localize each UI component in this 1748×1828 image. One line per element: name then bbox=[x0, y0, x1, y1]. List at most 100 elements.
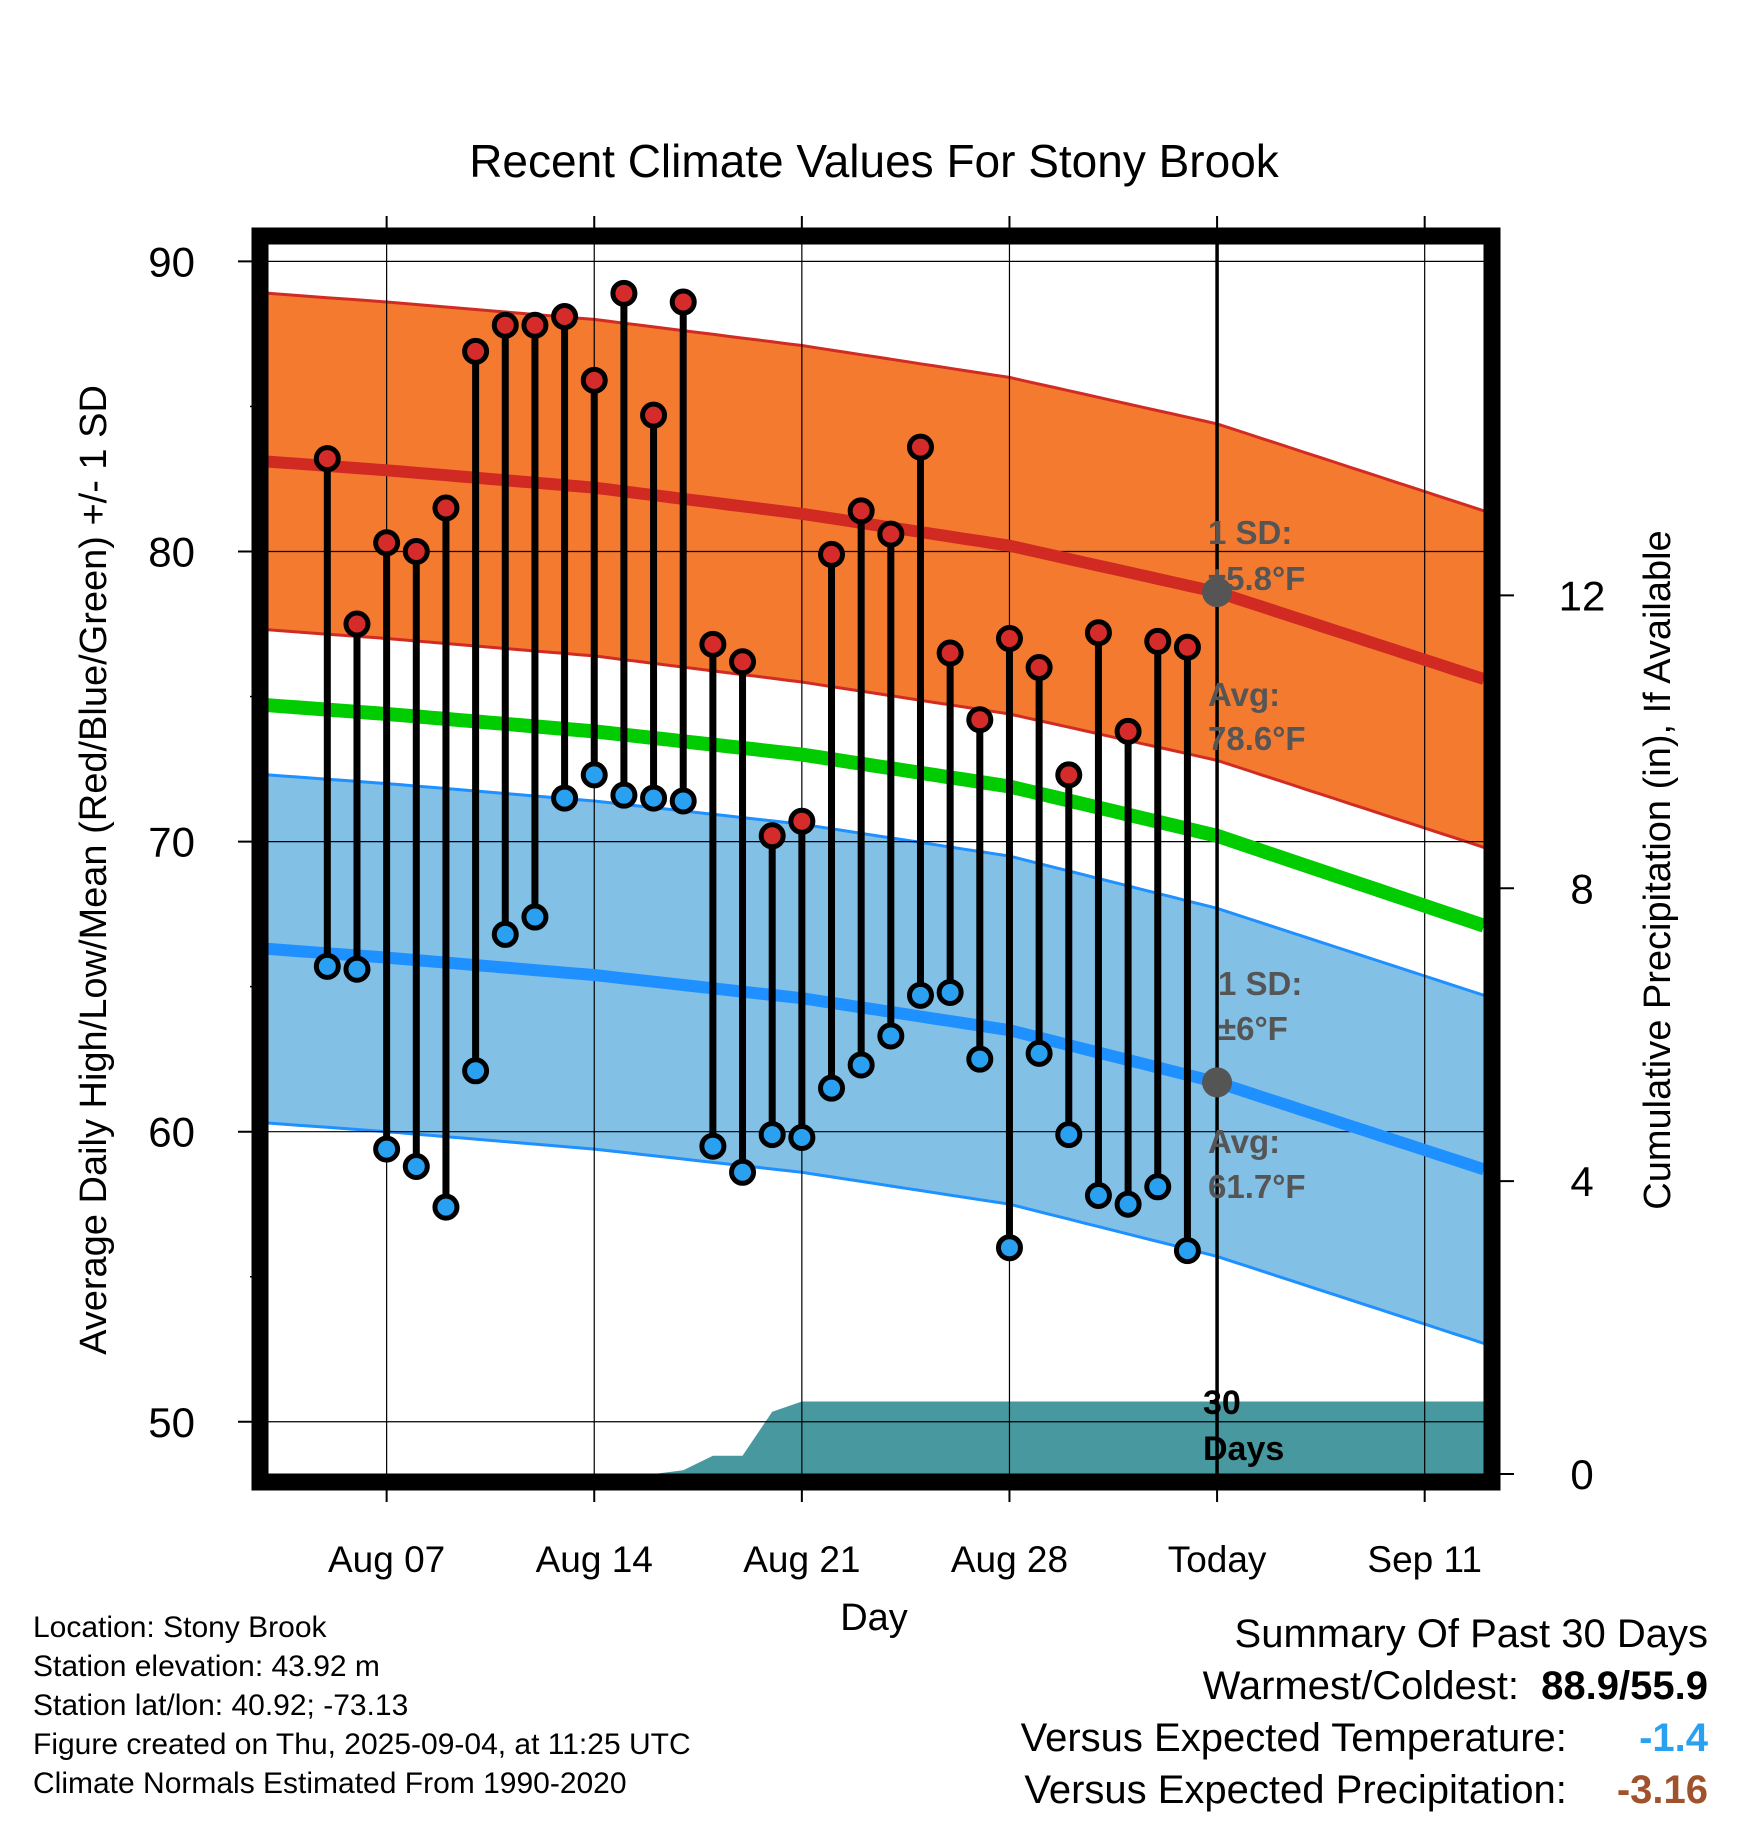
precip-diff-label: Versus Expected Precipitation: bbox=[1024, 1768, 1567, 1812]
daily-low-point bbox=[669, 787, 697, 815]
high-avg-line bbox=[267, 455, 1486, 685]
daily-high-point bbox=[936, 639, 964, 667]
y-tick-label-right: 12 bbox=[1559, 572, 1606, 619]
high-band-upper-edge bbox=[267, 291, 1485, 513]
y-tick-label-left: 70 bbox=[148, 819, 195, 866]
temp-diff-label: Versus Expected Temperature: bbox=[1020, 1716, 1567, 1760]
daily-low-point bbox=[818, 1074, 846, 1102]
daily-high-point bbox=[877, 520, 905, 548]
daily-high-point bbox=[669, 288, 697, 316]
daily-low-point bbox=[1084, 1182, 1112, 1210]
low-avg-annotation: Avg: bbox=[1208, 1123, 1280, 1160]
daily-low-point bbox=[995, 1234, 1023, 1262]
daily-high-point bbox=[995, 625, 1023, 653]
x-tick-label: Aug 21 bbox=[743, 1539, 860, 1580]
daily-low-point bbox=[610, 781, 638, 809]
x-tick-label: Aug 07 bbox=[328, 1539, 445, 1580]
daily-low-point bbox=[343, 955, 371, 983]
daily-high-point bbox=[313, 445, 341, 473]
y-axis-label-left: Average Daily High/Low/Mean (Red/Blue/Gr… bbox=[73, 385, 115, 1355]
precip-diff-row: Versus Expected Precipitation: -3.16 bbox=[1021, 1764, 1708, 1816]
y-tick-label-right: 8 bbox=[1570, 865, 1593, 912]
daily-low-point bbox=[432, 1193, 460, 1221]
daily-high-point bbox=[1173, 633, 1201, 661]
normals-text: Climate Normals Estimated From 1990-2020 bbox=[33, 1767, 627, 1800]
daily-high-point bbox=[521, 311, 549, 339]
x-tick-label: Aug 14 bbox=[536, 1539, 653, 1580]
daily-low-point bbox=[1173, 1237, 1201, 1265]
temp-diff-row: Versus Expected Temperature: -1.4 bbox=[1021, 1712, 1708, 1764]
high-band-lower-edge bbox=[267, 628, 1485, 849]
daily-high-point bbox=[729, 648, 757, 676]
daily-high-point bbox=[1055, 761, 1083, 789]
summary-title: Summary Of Past 30 Days bbox=[1234, 1612, 1708, 1656]
daily-high-point bbox=[1144, 627, 1172, 655]
latlon-text: Station lat/lon: 40.92; -73.13 bbox=[33, 1689, 409, 1722]
temp-diff-value: -1.4 bbox=[1639, 1716, 1708, 1760]
daily-low-point bbox=[877, 1022, 905, 1050]
low-avg-annotation-value: 61.7°F bbox=[1208, 1168, 1306, 1205]
precip-diff-value: -3.16 bbox=[1616, 1768, 1708, 1812]
y-tick-label-left: 60 bbox=[148, 1109, 195, 1156]
low-band-lower-edge bbox=[267, 1121, 1485, 1345]
x-axis-label: Day bbox=[840, 1597, 908, 1639]
low-sd-annotation-value: ±6°F bbox=[1218, 1010, 1288, 1047]
daily-high-point bbox=[758, 822, 786, 850]
location-text: Location: Stony Brook bbox=[33, 1611, 327, 1644]
daily-high-point bbox=[1114, 717, 1142, 745]
x-tick-label: Aug 28 bbox=[951, 1539, 1068, 1580]
daily-high-point bbox=[818, 540, 846, 568]
window-annotation-unit: Days bbox=[1203, 1430, 1284, 1468]
warm-cold-value: 88.9/55.9 bbox=[1541, 1664, 1708, 1708]
daily-high-point bbox=[610, 279, 638, 307]
window-annotation: 30 bbox=[1203, 1384, 1241, 1422]
daily-high-point bbox=[640, 401, 668, 429]
daily-high-point bbox=[580, 366, 608, 394]
created-text: Figure created on Thu, 2025-09-04, at 11… bbox=[33, 1728, 691, 1761]
daily-high-point bbox=[847, 497, 875, 525]
daily-low-point bbox=[906, 981, 934, 1009]
low-sd-annotation: 1 SD: bbox=[1218, 965, 1302, 1002]
daily-high-point bbox=[906, 433, 934, 461]
daily-high-point bbox=[1025, 654, 1053, 682]
y-tick-label-right: 4 bbox=[1570, 1158, 1593, 1205]
daily-low-point bbox=[699, 1132, 727, 1160]
daily-low-point bbox=[729, 1158, 757, 1186]
daily-high-point bbox=[966, 706, 994, 734]
daily-high-point bbox=[432, 494, 460, 522]
low-band-upper-edge bbox=[267, 773, 1485, 997]
high-avg-annotation-value: 78.6°F bbox=[1208, 720, 1306, 757]
high-sd-band bbox=[268, 293, 1484, 848]
daily-low-point bbox=[1025, 1039, 1053, 1067]
today-low-avg-marker bbox=[1202, 1067, 1233, 1098]
daily-low-point bbox=[521, 903, 549, 931]
y-axis-label-right: Cumulative Precipitation (in), If Availa… bbox=[1637, 530, 1679, 1209]
daily-low-point bbox=[966, 1045, 994, 1073]
x-tick-label: Sep 11 bbox=[1367, 1539, 1482, 1580]
daily-low-point bbox=[402, 1153, 430, 1180]
high-sd-annotation: 1 SD: bbox=[1208, 514, 1292, 551]
daily-high-point bbox=[491, 311, 519, 339]
daily-low-point bbox=[313, 952, 341, 980]
daily-low-point bbox=[788, 1123, 816, 1151]
today-high-avg-marker bbox=[1202, 577, 1233, 608]
daily-low-point bbox=[491, 920, 519, 948]
precip-area bbox=[268, 1401, 1484, 1474]
daily-high-point bbox=[551, 303, 579, 331]
daily-high-point bbox=[788, 807, 816, 835]
chart-title: Recent Climate Values For Stony Brook bbox=[469, 135, 1280, 187]
daily-low-point bbox=[580, 761, 608, 789]
plot-area: 1 SD: ±5.8°F Avg: 78.6°F 1 SD: ±6°F Avg: 61.7°F… bbox=[148, 216, 1605, 1580]
daily-low-point bbox=[1055, 1121, 1083, 1149]
daily-low-point bbox=[847, 1051, 875, 1079]
warm-cold-row: Warmest/Coldest: 88.9/55.9 bbox=[1021, 1660, 1708, 1712]
y-tick-label-left: 90 bbox=[148, 238, 195, 285]
warm-cold-label: Warmest/Coldest: bbox=[1202, 1664, 1519, 1708]
high-avg-annotation: Avg: bbox=[1208, 676, 1280, 713]
daily-high-point bbox=[699, 630, 727, 658]
daily-low-point bbox=[1114, 1190, 1142, 1218]
y-tick-label-left: 80 bbox=[148, 529, 195, 576]
daily-low-point bbox=[462, 1057, 490, 1085]
elevation-text: Station elevation: 43.92 m bbox=[33, 1650, 380, 1683]
